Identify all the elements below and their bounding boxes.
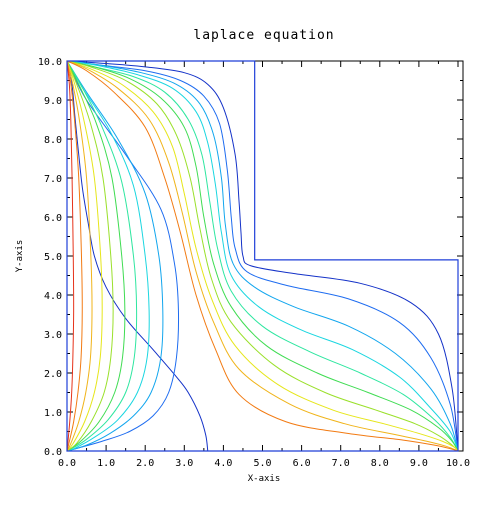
x-tick-label: 10.0 xyxy=(446,458,470,469)
y-tick-label: 3.0 xyxy=(44,330,62,341)
contour-lines xyxy=(66,60,459,452)
contour-line xyxy=(66,60,150,452)
contour-line xyxy=(66,60,459,452)
x-axis-label: X-axis xyxy=(248,474,281,484)
y-tick-label: 5.0 xyxy=(44,252,62,263)
x-tick-label: 4.0 xyxy=(214,458,232,469)
contour-line xyxy=(66,60,459,452)
contour-line xyxy=(66,60,138,452)
y-tick-label: 8.0 xyxy=(44,135,62,146)
domain-boundary xyxy=(66,60,459,452)
contour-line xyxy=(66,60,114,452)
contour-line xyxy=(66,60,75,452)
plot-frame xyxy=(66,60,464,452)
contour-line xyxy=(66,60,180,452)
contour-line xyxy=(66,60,459,452)
x-tick-label: 6.0 xyxy=(293,458,311,469)
x-tick-label: 3.0 xyxy=(175,458,193,469)
x-tick-label: 2.0 xyxy=(136,458,154,469)
contour-line xyxy=(66,60,459,452)
contour-line xyxy=(68,64,209,452)
contour-line xyxy=(66,60,459,452)
contour-line xyxy=(66,60,459,452)
x-tick-label: 5.0 xyxy=(253,458,271,469)
contour-line xyxy=(66,60,459,452)
y-tick-label: 7.0 xyxy=(44,174,62,185)
axis-ticks xyxy=(66,60,463,452)
y-tick-label: 9.0 xyxy=(44,96,62,107)
contour-line xyxy=(66,60,459,452)
x-tick-label: 1.0 xyxy=(97,458,115,469)
x-tick-label: 7.0 xyxy=(332,458,350,469)
y-axis-label: Y-axis xyxy=(15,240,25,273)
y-tick-label: 0.0 xyxy=(44,447,62,458)
y-tick-label: 10.0 xyxy=(38,57,62,68)
contour-line xyxy=(66,60,126,452)
x-tick-label: 9.0 xyxy=(410,458,428,469)
y-tick-label: 6.0 xyxy=(44,213,62,224)
x-tick-labels: 0.0 1.0 2.0 3.0 4.0 5.0 6.0 7.0 8.0 9.0 10.0 xyxy=(58,458,470,469)
chart-title: laplace equation xyxy=(193,28,334,43)
contour-line xyxy=(66,60,83,452)
y-tick-labels: 0.0 1.0 2.0 3.0 4.0 5.0 6.0 7.0 8.0 9.0 10.0 xyxy=(38,57,62,458)
y-tick-label: 1.0 xyxy=(44,408,62,419)
x-tick-label: 0.0 xyxy=(58,458,76,469)
y-tick-label: 2.0 xyxy=(44,369,62,380)
contour-line xyxy=(66,60,459,452)
contour-line xyxy=(66,60,164,452)
contour-line xyxy=(66,60,459,452)
contour-line xyxy=(66,60,103,452)
contour-line xyxy=(66,60,93,452)
x-tick-label: 8.0 xyxy=(371,458,389,469)
y-tick-label: 4.0 xyxy=(44,291,62,302)
